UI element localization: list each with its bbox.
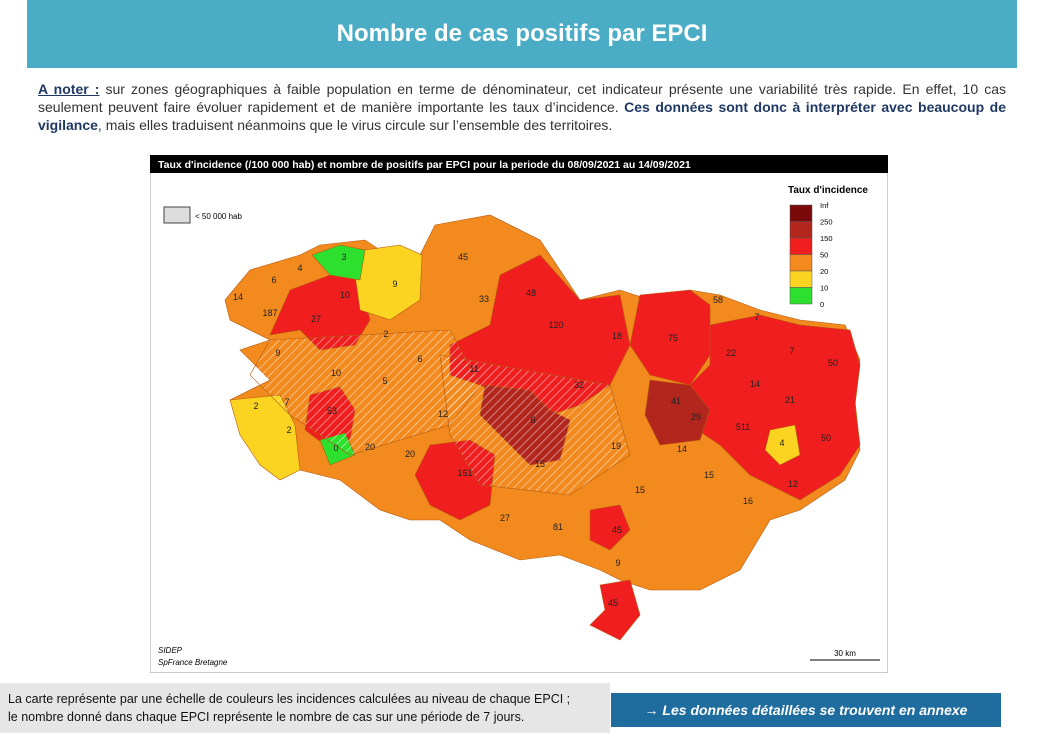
note-lead: A noter : bbox=[38, 81, 100, 97]
epci-label: 9 bbox=[392, 279, 397, 289]
epci-label: 2 bbox=[383, 329, 388, 339]
epci-label: 15 bbox=[535, 459, 545, 469]
footer-line: le nombre donné dans chaque EPCI représe… bbox=[8, 710, 525, 724]
legend-label: 10 bbox=[820, 284, 828, 293]
epci-label: 7 bbox=[284, 397, 289, 407]
epci-label: 6 bbox=[271, 275, 276, 285]
epci-label: 6 bbox=[530, 415, 535, 425]
legend-swatch bbox=[789, 237, 813, 255]
epci-label: 5 bbox=[382, 376, 387, 386]
legend-label: 150 bbox=[820, 234, 833, 243]
map-title-bar bbox=[150, 155, 888, 173]
epci-label: 45 bbox=[608, 598, 618, 608]
source: SpFrance Bretagne bbox=[158, 658, 228, 667]
legend-label: Inf bbox=[820, 201, 829, 210]
epci-label: 11 bbox=[469, 364, 478, 374]
note-text: , mais elles traduisent néanmoins que le… bbox=[97, 117, 613, 133]
header-title: Nombre de cas positifs par EPCI bbox=[27, 0, 1017, 68]
epci-label: 7 bbox=[789, 346, 794, 356]
legend-swatch bbox=[789, 254, 813, 272]
epci-label: 50 bbox=[821, 433, 831, 443]
legend-title: Taux d'incidence bbox=[788, 185, 868, 196]
epci-label: 6 bbox=[417, 354, 422, 364]
epci-label: 75 bbox=[668, 333, 678, 343]
epci-label: 50 bbox=[828, 358, 838, 368]
source: SIDEP bbox=[158, 646, 183, 655]
land bbox=[224, 214, 861, 641]
legend-swatch bbox=[789, 204, 813, 222]
legend-label: 250 bbox=[820, 218, 833, 227]
epci-label: 45 bbox=[458, 252, 468, 262]
epci-label: 41 bbox=[671, 396, 681, 406]
epci-label: 22 bbox=[726, 348, 736, 358]
epci-label: 18 bbox=[612, 331, 622, 341]
epci-label: 53 bbox=[327, 406, 337, 416]
legend-swatch bbox=[789, 270, 813, 288]
epci-label: 48 bbox=[526, 288, 536, 298]
hatch-legend-label: < 50 000 hab bbox=[195, 212, 242, 221]
epci-label: 12 bbox=[788, 479, 798, 489]
note-bold: Ces données sont donc à interpréter avec… bbox=[38, 99, 1006, 133]
hatch-legend-box bbox=[163, 206, 191, 224]
epci-label: 7 bbox=[754, 312, 759, 322]
epci-label: 32 bbox=[574, 380, 584, 390]
epci-label: 16 bbox=[743, 496, 753, 506]
epci-label: 4 bbox=[779, 438, 784, 448]
note: A noter : sur zones géographiques à faib… bbox=[38, 80, 1006, 134]
epci-label: 20 bbox=[405, 449, 415, 459]
epci-label: 14 bbox=[677, 444, 687, 454]
epci-label: 15 bbox=[635, 485, 645, 495]
epci-label: 10 bbox=[340, 290, 350, 300]
epci-label: 14 bbox=[750, 379, 760, 389]
epci-label: 120 bbox=[548, 320, 563, 330]
epci-label: 27 bbox=[311, 314, 321, 324]
epci-label: 0 bbox=[333, 443, 338, 453]
epci-label: 9 bbox=[275, 348, 280, 358]
epci-label: 81 bbox=[553, 522, 563, 532]
scale-label: 30 km bbox=[834, 649, 856, 658]
epci-label: 4 bbox=[297, 263, 302, 273]
epci-label: 3 bbox=[341, 252, 346, 262]
epci-label: 12 bbox=[438, 409, 448, 419]
map-title: Taux d'incidence (/100 000 hab) et nombr… bbox=[158, 159, 691, 171]
epci-label: 27 bbox=[500, 513, 510, 523]
epci-label: 2 bbox=[286, 425, 291, 435]
epci-label: 2 bbox=[253, 401, 258, 411]
epci-label: 21 bbox=[785, 395, 795, 405]
legend-label: 0 bbox=[820, 300, 824, 309]
epci-label: 14 bbox=[233, 292, 243, 302]
epci-label: 10 bbox=[331, 368, 341, 378]
note-text: sur zones géographiques à faible populat… bbox=[38, 81, 1006, 115]
legend-swatch bbox=[789, 287, 813, 305]
epci-label: 20 bbox=[365, 442, 375, 452]
epci-label: 161 bbox=[457, 468, 472, 478]
legend-label: 20 bbox=[820, 267, 828, 276]
epci-label: 58 bbox=[713, 295, 723, 305]
epci-label: 29 bbox=[691, 412, 701, 422]
footer-line: La carte représente par une échelle de c… bbox=[8, 692, 571, 706]
legend-label: 50 bbox=[820, 251, 828, 260]
footer-note: La carte représente par une échelle de c… bbox=[0, 683, 610, 733]
epci-label: 33 bbox=[479, 294, 489, 304]
annex-button[interactable]: → Les données détaillées se trouvent en … bbox=[611, 693, 1001, 727]
epci-label: 511 bbox=[736, 422, 750, 432]
epci-label: 187 bbox=[262, 308, 277, 318]
epci-label: 9 bbox=[615, 558, 620, 568]
legend-swatch bbox=[789, 221, 813, 239]
map: Taux d'incidence (/100 000 hab) et nombr… bbox=[150, 155, 888, 673]
epci-label: 45 bbox=[612, 525, 622, 535]
epci-label: 19 bbox=[611, 441, 621, 451]
epci-label: 15 bbox=[704, 470, 714, 480]
